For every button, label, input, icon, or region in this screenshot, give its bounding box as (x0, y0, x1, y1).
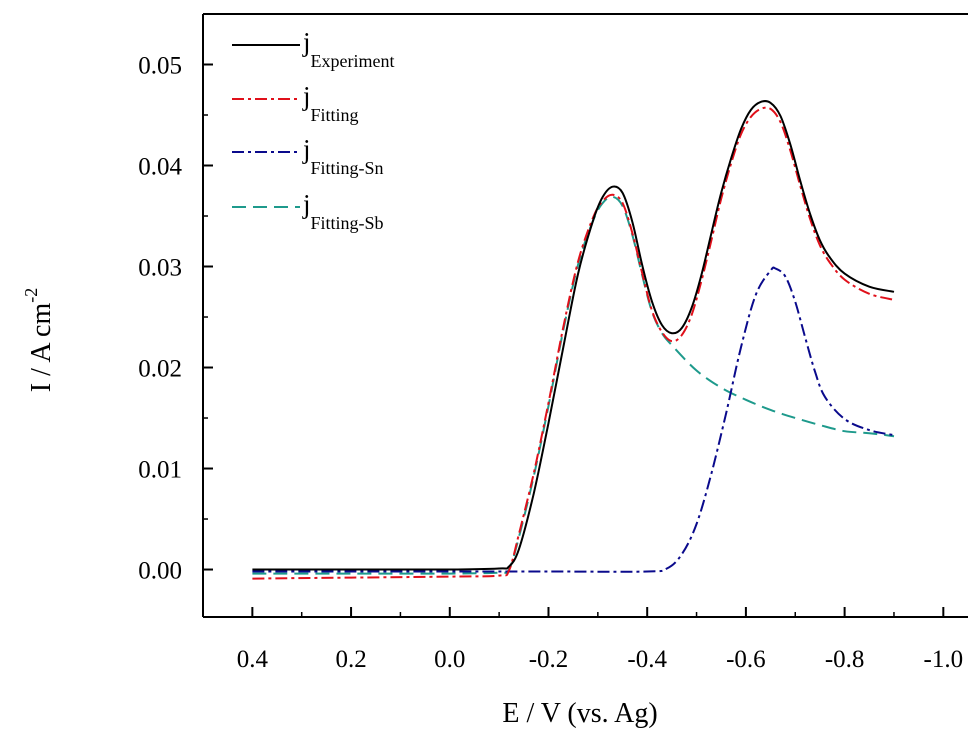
legend-label: jFitting (302, 81, 359, 125)
legend-label-subscript: Fitting-Sb (311, 213, 384, 233)
series-line-fitting-sn (252, 266, 895, 573)
y-tick-label: 0.00 (138, 558, 182, 585)
x-tick-label: -0.6 (726, 646, 766, 673)
legend-label-main: j (302, 81, 311, 111)
y-tick-label: 0.01 (138, 457, 182, 484)
series-line-experiment (252, 100, 895, 571)
x-tick-label: -0.8 (825, 646, 865, 673)
axis-ticks: 0.4 0.2 0.0 -0.2 -0.4 -0.6 -0.8 -1.0 0.00 0.01 0.0… (138, 53, 963, 673)
x-tick-label: -0.4 (627, 646, 667, 673)
y-tick-label: 0.05 (138, 53, 182, 80)
x-axis-title: E / V (vs. Ag) (502, 698, 657, 729)
y-axis-title-main: I / A cm (26, 303, 57, 393)
legend-label: jFitting-Sn (302, 134, 384, 178)
y-axis-title-exponent: -2 (21, 288, 41, 303)
legend-label-subscript: Experiment (311, 51, 395, 71)
x-tick-label: 0.4 (237, 646, 269, 673)
x-tick-label: -1.0 (924, 646, 964, 673)
x-tick-label: 0.0 (434, 646, 465, 673)
x-tick-label: -0.2 (529, 646, 569, 673)
legend-label-main: j (302, 134, 311, 164)
y-tick-label: 0.02 (138, 356, 182, 383)
legend: jExperimentjFittingjFitting-SnjFitting-S… (232, 27, 395, 233)
legend-label-subscript: Fitting-Sn (311, 158, 384, 178)
series-line-fitting (252, 106, 895, 580)
y-axis-title: I / A cm-2 (21, 288, 57, 392)
legend-label-main: j (302, 27, 311, 57)
legend-label-subscript: Fitting (311, 105, 359, 125)
legend-label-main: j (302, 189, 311, 219)
legend-label: jFitting-Sb (302, 189, 384, 233)
legend-label: jExperiment (302, 27, 395, 71)
series-line-fitting-sb (252, 195, 895, 575)
x-tick-label: 0.2 (335, 646, 366, 673)
y-tick-label: 0.03 (138, 255, 182, 282)
data-series (252, 100, 895, 580)
y-tick-label: 0.04 (138, 154, 182, 181)
